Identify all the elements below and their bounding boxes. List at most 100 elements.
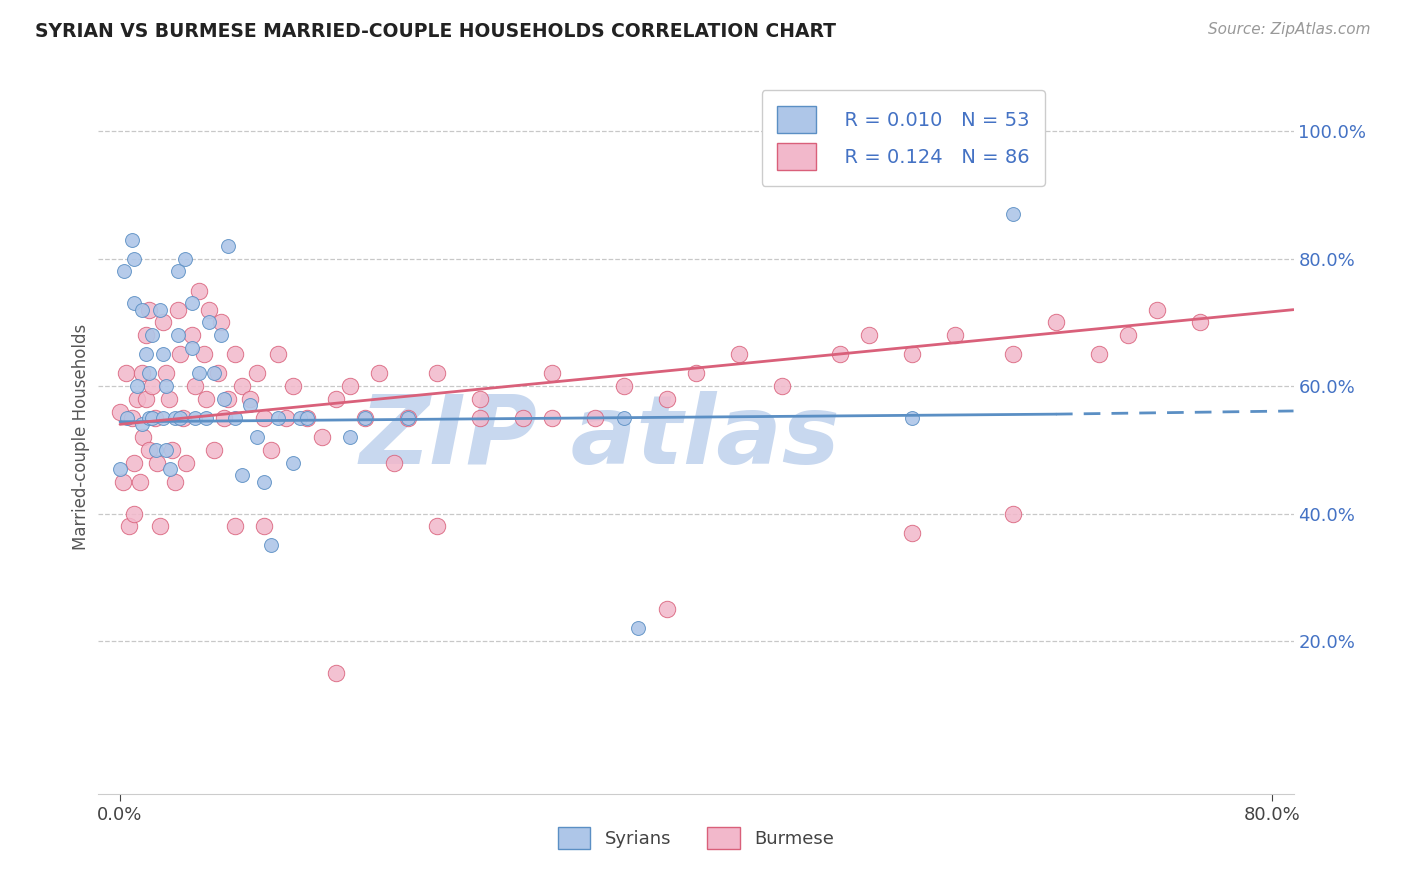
Point [152,347,174,361]
Text: Source: ZipAtlas.com: Source: ZipAtlas.com [1208,22,1371,37]
Point [163,475,186,489]
Point [159,462,181,476]
Point [181,341,204,355]
Point [1116,328,1139,343]
Point [468,411,491,425]
Point [131,302,153,317]
Point [217,239,239,253]
Point [901,525,924,540]
Point [127,379,149,393]
Point [295,411,318,425]
Point [124,456,146,470]
Point [138,442,160,457]
Point [155,442,177,457]
Point [224,411,246,425]
Point [202,442,225,457]
Point [131,417,153,432]
Point [613,411,636,425]
Point [224,347,246,361]
Point [368,367,391,381]
Point [1001,507,1024,521]
Point [112,264,135,278]
Point [188,284,211,298]
Point [728,347,751,361]
Point [311,430,333,444]
Point [157,392,180,406]
Point [138,302,160,317]
Point [901,347,924,361]
Point [141,379,163,393]
Point [124,252,146,266]
Point [124,507,146,521]
Point [155,367,177,381]
Text: ZIP atlas: ZIP atlas [360,391,841,483]
Point [657,392,679,406]
Point [353,411,375,425]
Point [426,519,449,533]
Point [231,379,253,393]
Point [138,367,160,381]
Point [382,456,405,470]
Point [246,367,269,381]
Point [172,411,194,425]
Point [288,411,311,425]
Point [166,302,188,317]
Point [195,411,218,425]
Point [163,411,186,425]
Point [155,379,177,393]
Text: SYRIAN VS BURMESE MARRIED-COUPLE HOUSEHOLDS CORRELATION CHART: SYRIAN VS BURMESE MARRIED-COUPLE HOUSEHO… [35,22,837,41]
Point [1001,347,1024,361]
Point [396,411,419,425]
Point [426,367,449,381]
Point [858,328,880,343]
Point [181,328,204,343]
Point [339,379,361,393]
Point [135,328,157,343]
Point [195,392,218,406]
Point [512,411,534,425]
Point [114,367,136,381]
Point [212,411,235,425]
Point [468,392,491,406]
Point [115,411,138,425]
Point [1001,207,1024,221]
Point [169,411,191,425]
Point [143,411,166,425]
Point [943,328,966,343]
Point [800,169,823,183]
Point [770,379,793,393]
Point [209,315,232,329]
Point [1045,315,1067,329]
Point [901,411,924,425]
Point [121,411,143,425]
Point [828,347,851,361]
Point [131,367,153,381]
Point [246,430,269,444]
Point [613,379,636,393]
Point [239,392,262,406]
Point [325,665,347,680]
Point [121,233,143,247]
Point [202,367,225,381]
Point [173,252,195,266]
Point [146,456,169,470]
Point [253,411,276,425]
Point [174,456,197,470]
Point [627,621,650,635]
Point [135,392,157,406]
Point [353,411,375,425]
Point [124,296,146,310]
Point [193,347,215,361]
Point [132,430,155,444]
Point [396,411,419,425]
Point [141,411,163,425]
Point [108,462,131,476]
Legend: Syrians, Burmese: Syrians, Burmese [551,820,841,856]
Point [212,392,235,406]
Point [260,538,283,552]
Point [166,328,188,343]
Point [583,411,606,425]
Point [145,442,167,457]
Point [253,475,276,489]
Point [181,296,204,310]
